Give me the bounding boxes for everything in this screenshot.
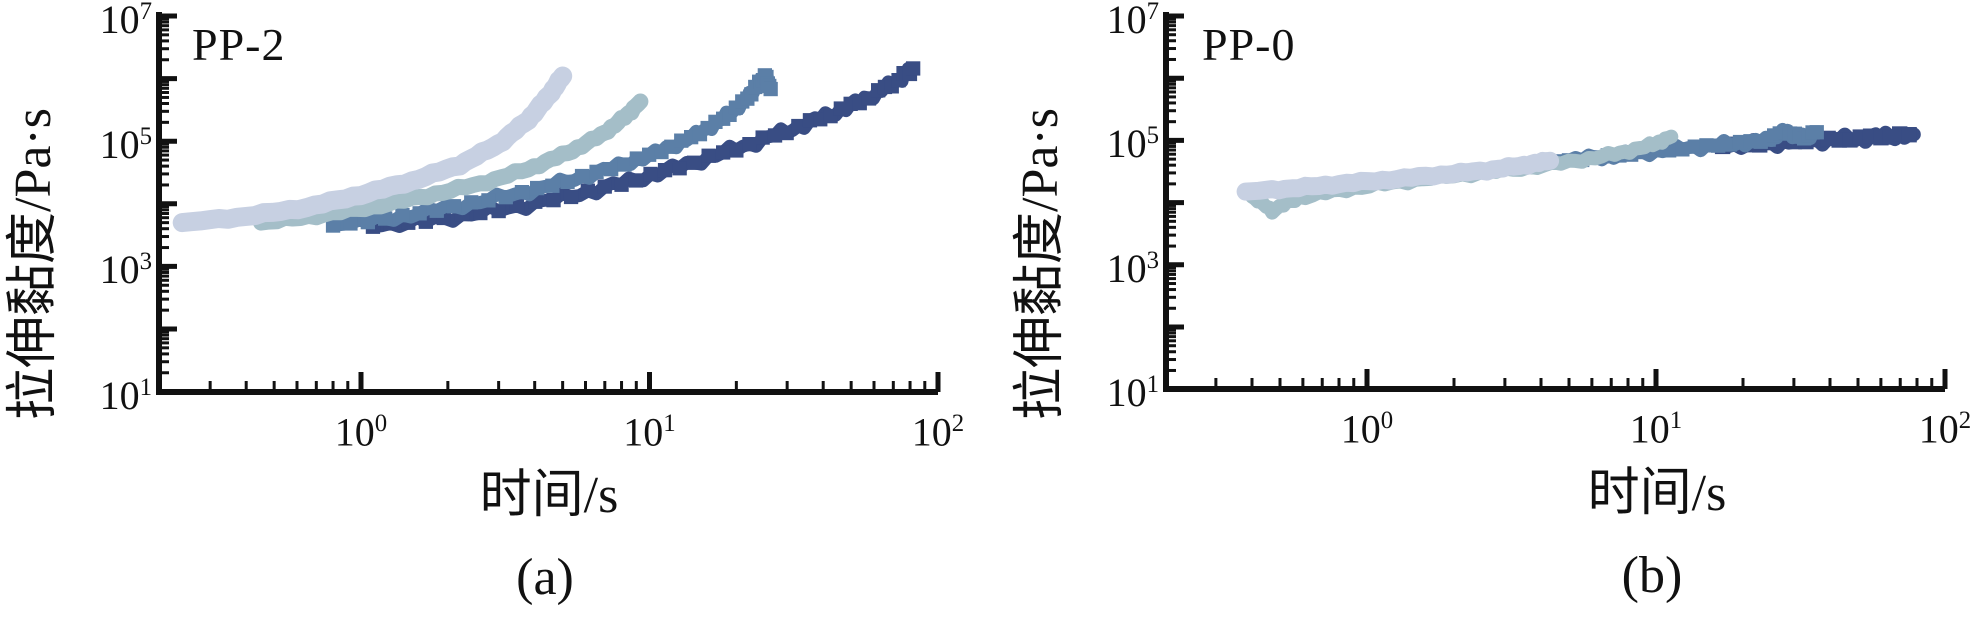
caption-b: (b) <box>1621 547 1683 604</box>
panel-title-b: PP-0 <box>1202 19 1296 70</box>
x-axis-title-a: 时间/s <box>479 467 619 524</box>
y-tick-label-a: 107 <box>99 0 152 43</box>
axes <box>1163 12 1948 392</box>
series-line-a-lightest <box>172 66 573 233</box>
x-tick-label-a: 100 <box>334 409 388 455</box>
chart-a <box>156 12 941 395</box>
y-tick-label-a: 103 <box>99 247 152 293</box>
y-tick-label-a: 101 <box>99 372 152 418</box>
x-tick-label-a: 102 <box>911 409 965 455</box>
axes <box>156 12 941 395</box>
series-layer <box>172 61 921 234</box>
y-tick-label-a: 105 <box>99 122 152 168</box>
panel-title-a: PP-2 <box>192 19 286 70</box>
x-tick-label-b: 101 <box>1629 406 1683 452</box>
y-tick-label-b: 103 <box>1106 245 1159 291</box>
chart-b <box>1163 12 1948 392</box>
x-tick-label-b: 100 <box>1340 406 1394 452</box>
caption-a: (a) <box>516 549 574 606</box>
y-tick-label-b: 107 <box>1106 0 1159 43</box>
y-axis-title-a: 拉伸黏度/Pa·s <box>5 107 62 420</box>
series-line-a-light <box>253 93 649 231</box>
x-tick-label-a: 101 <box>623 409 676 455</box>
series-markers-a-dark <box>325 68 778 233</box>
series-line-b-lightest <box>1236 151 1560 201</box>
y-axis-title-b: 拉伸黏度/Pa·s <box>1012 107 1069 420</box>
y-tick-label-b: 105 <box>1106 121 1159 167</box>
x-tick-label-b: 102 <box>1918 406 1971 452</box>
y-tick-label-b: 101 <box>1106 370 1159 416</box>
x-axis-title-b: 时间/s <box>1587 465 1727 522</box>
series-layer <box>1236 122 1921 220</box>
